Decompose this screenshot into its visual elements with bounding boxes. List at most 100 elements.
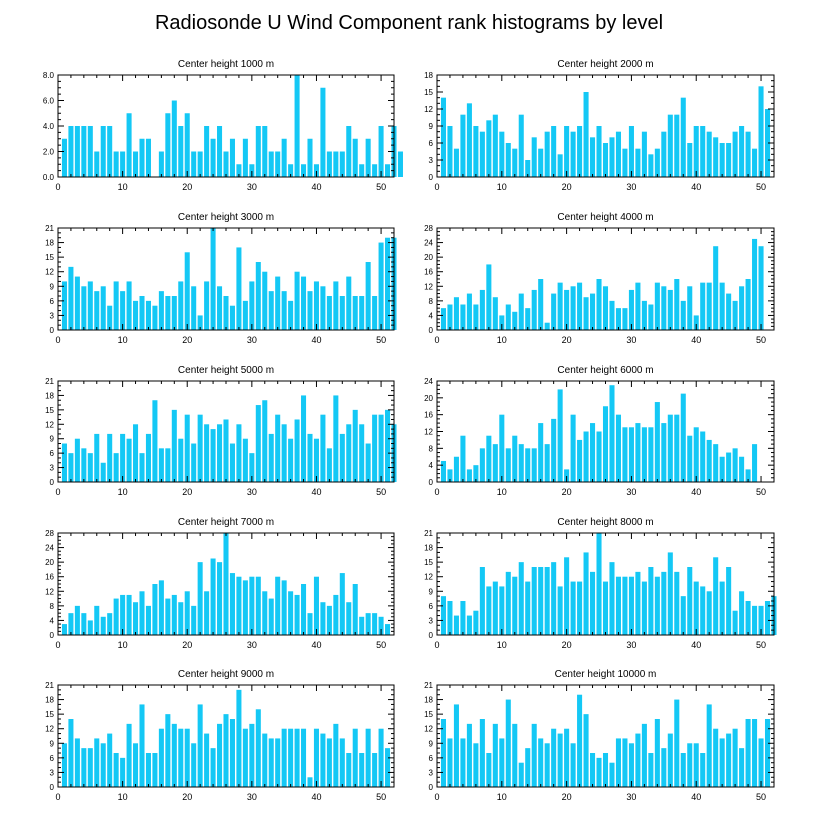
- histogram-bar: [440, 719, 447, 787]
- histogram-bar: [197, 151, 203, 177]
- histogram-bar: [184, 728, 190, 787]
- y-tick-label: 2.0: [43, 148, 55, 157]
- histogram-bar: [262, 400, 268, 482]
- histogram-bar: [700, 126, 706, 177]
- histogram-bar: [288, 438, 294, 482]
- y-tick-label: 28: [45, 529, 54, 538]
- histogram-bar: [486, 264, 492, 330]
- histogram-bar: [133, 151, 139, 177]
- x-tick-label: 50: [756, 487, 766, 497]
- histogram-bar: [223, 533, 229, 635]
- x-tick-label: 50: [376, 335, 386, 345]
- histogram-bar: [61, 743, 67, 787]
- histogram-bar: [557, 154, 563, 177]
- histogram-bar: [320, 733, 326, 787]
- histogram-bar: [107, 126, 113, 177]
- histogram-bar: [726, 567, 732, 635]
- histogram-bar: [641, 581, 647, 635]
- histogram-bar: [739, 126, 745, 177]
- histogram-bar: [453, 297, 459, 330]
- x-tick-label: 20: [562, 640, 572, 650]
- histogram-bar: [107, 733, 113, 787]
- y-tick-label: 12: [424, 282, 433, 291]
- histogram-bar: [191, 151, 197, 177]
- histogram-bar: [210, 429, 216, 482]
- y-tick-label: 9: [50, 282, 55, 291]
- x-tick-label: 40: [691, 182, 701, 192]
- histogram-bar: [641, 300, 647, 330]
- histogram-bar: [217, 126, 223, 177]
- histogram-bar: [544, 743, 550, 787]
- histogram-bar: [191, 743, 197, 787]
- histogram-bar: [764, 601, 771, 635]
- histogram-bar: [564, 469, 570, 483]
- x-tick-label: 10: [497, 335, 507, 345]
- histogram-bar: [492, 297, 498, 330]
- histogram-bar: [667, 552, 673, 635]
- histogram-bar: [87, 281, 93, 330]
- y-tick-label: 0: [429, 173, 434, 182]
- y-tick-label: 9: [429, 739, 434, 748]
- histogram-bar: [242, 580, 248, 635]
- histogram-bar: [680, 753, 686, 787]
- histogram-bar: [165, 296, 171, 330]
- histogram-bar: [590, 753, 596, 787]
- histogram-bar: [693, 315, 699, 330]
- histogram-bar: [385, 748, 391, 787]
- histogram-bar: [152, 584, 158, 635]
- histogram-bar: [732, 728, 738, 787]
- figure-title: Radiosonde U Wind Component rank histogr…: [155, 12, 663, 34]
- x-tick-label: 40: [311, 792, 321, 802]
- histogram-bar: [152, 305, 158, 330]
- histogram-bar: [654, 402, 660, 482]
- histogram-bar: [479, 448, 485, 482]
- histogram-bar: [466, 723, 472, 787]
- histogram-panel: Center height 2000 m 0 10 20 30 40 50 0 3 6 9 12 15 1…: [424, 59, 775, 192]
- histogram-bar: [440, 596, 447, 635]
- histogram-bar: [165, 113, 171, 177]
- histogram-bar: [648, 753, 654, 787]
- panel-title: Center height 1000 m: [178, 59, 274, 70]
- histogram-bar: [505, 143, 511, 177]
- histogram-bar: [732, 131, 738, 177]
- x-tick-label: 0: [55, 335, 60, 345]
- y-tick-label: 6: [50, 297, 55, 306]
- histogram-bar: [236, 164, 242, 177]
- histogram-bar: [460, 304, 466, 330]
- histogram-bar: [275, 276, 281, 330]
- histogram-bar: [505, 699, 511, 787]
- histogram-bar: [583, 92, 589, 177]
- x-tick-label: 30: [626, 182, 636, 192]
- x-tick-label: 0: [434, 182, 439, 192]
- histogram-bar: [557, 282, 563, 330]
- histogram-panel: Center height 4000 m 0 10 20 30 40 50 0 4 8 12 16 20…: [424, 212, 775, 345]
- histogram-bar: [641, 427, 647, 482]
- histogram-bar: [473, 126, 479, 177]
- histogram-bar: [113, 598, 119, 635]
- histogram-bar: [628, 576, 634, 635]
- histogram-bar: [100, 126, 106, 177]
- histogram-bar: [359, 753, 365, 787]
- histogram-bar: [249, 164, 255, 177]
- histogram-bar: [544, 131, 550, 177]
- histogram-panel: Center height 6000 m 0 10 20 30 40 50 0 4 8 12 16 20…: [424, 365, 775, 497]
- histogram-bar: [74, 276, 80, 330]
- histogram-bar: [590, 423, 596, 482]
- histogram-bar: [486, 586, 492, 635]
- histogram-bar: [447, 469, 453, 483]
- histogram-bar: [61, 138, 67, 177]
- histogram-bar: [359, 296, 365, 330]
- y-tick-label: 12: [45, 587, 54, 596]
- histogram-bar: [700, 586, 706, 635]
- histogram-bar: [333, 281, 339, 330]
- histogram-bar: [752, 605, 758, 635]
- y-tick-label: 3: [429, 156, 434, 165]
- histogram-bar: [229, 719, 235, 787]
- y-tick-label: 16: [45, 573, 54, 582]
- histogram-bar: [87, 620, 93, 635]
- y-tick-label: 12: [424, 573, 433, 582]
- histogram-bar: [687, 743, 693, 787]
- histogram-bar: [570, 743, 576, 787]
- histogram-bar: [473, 465, 479, 482]
- histogram-bar: [661, 131, 667, 177]
